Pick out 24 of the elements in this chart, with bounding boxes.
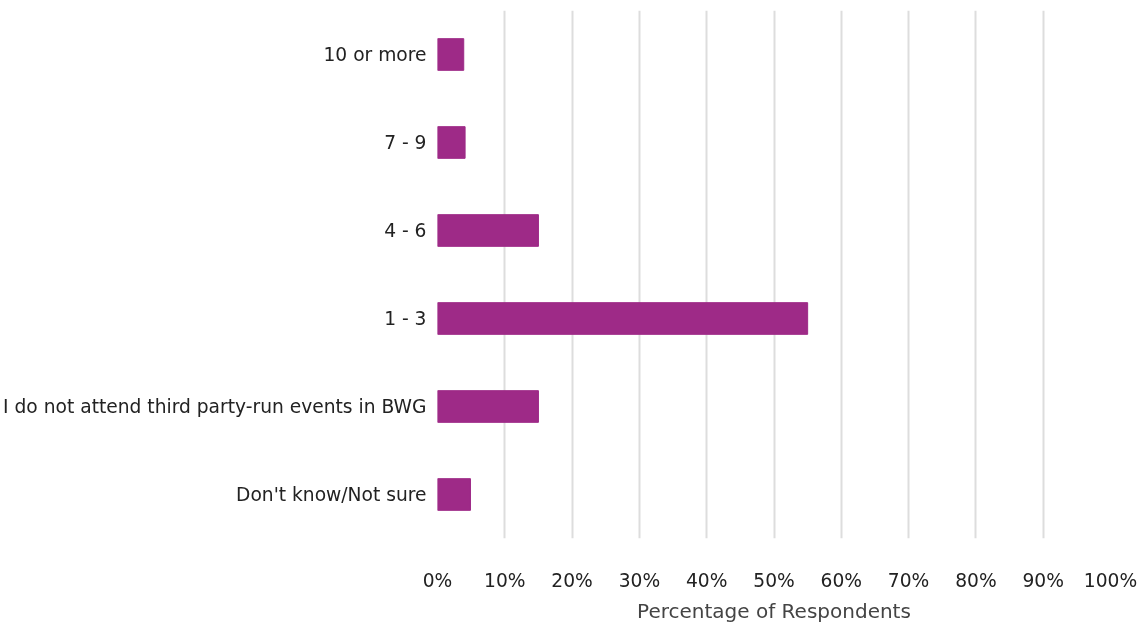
bar xyxy=(437,390,539,423)
y-tick-label: 10 or more xyxy=(323,44,427,65)
y-tick-label: 7 - 9 xyxy=(384,132,427,153)
bar xyxy=(437,214,539,247)
bar xyxy=(437,126,466,159)
x-tick-label: 10% xyxy=(484,569,526,591)
x-tick-label: 60% xyxy=(820,569,863,591)
y-tick-label: Don't know/Not sure xyxy=(236,484,427,505)
x-tick-label: 100% xyxy=(1083,569,1138,591)
x-tick-label: 70% xyxy=(887,569,930,591)
x-tick-label: 80% xyxy=(955,569,997,591)
y-tick-label: 4 - 6 xyxy=(384,220,427,241)
y-tick-label: I do not attend third party-run events in BWG xyxy=(3,396,427,417)
x-tick-label: 30% xyxy=(618,569,661,591)
x-tick-label: 50% xyxy=(753,569,795,591)
x-tick-label: 20% xyxy=(551,569,593,591)
y-tick-label: 1 - 3 xyxy=(384,308,427,329)
bar xyxy=(437,302,809,335)
bar xyxy=(437,38,465,71)
x-axis-title: Percentage of Respondents xyxy=(637,598,911,623)
x-tick-label: 90% xyxy=(1022,569,1064,591)
x-tick-label: 40% xyxy=(685,569,728,591)
bar xyxy=(437,478,471,511)
x-tick-label: 0% xyxy=(422,569,453,591)
